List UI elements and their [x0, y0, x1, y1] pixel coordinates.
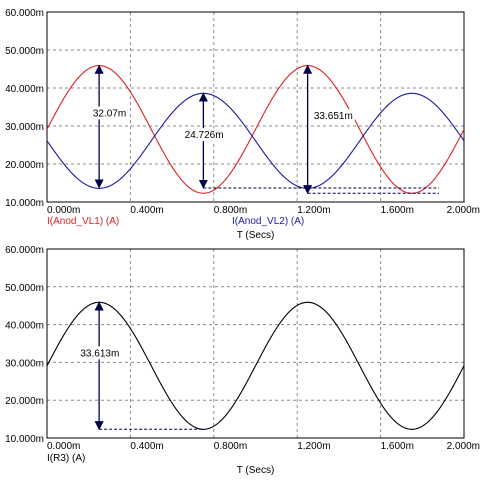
x-tick-label: 0.400m — [130, 205, 163, 216]
x-tick-label: 0.800m — [214, 441, 247, 452]
x-tick-label: 2.000m — [447, 441, 480, 452]
series-line-1 — [46, 65, 465, 194]
y-tick-label: 20.000m — [5, 396, 44, 407]
y-tick-label: 40.000m — [5, 84, 44, 95]
x-tick-label: 1.200m — [297, 441, 330, 452]
y-tick-label: 60.000m — [5, 245, 44, 256]
series-line-2 — [46, 92, 465, 189]
x-tick-label: 2.000m — [447, 205, 480, 216]
legend-entry-1: I(Anod_VL1) (A) — [47, 216, 119, 227]
legend-entry-2: I(Anod_VL2) (A) — [232, 216, 304, 227]
chart-panel-1: 10.000m 20.000m 30.000m 40.000m 50.000m 60.00… — [5, 8, 480, 241]
y-tick-label: 10.000m — [5, 434, 44, 445]
x-tick-label: 1.600m — [381, 441, 414, 452]
x-axis-label: T (Secs) — [237, 230, 275, 241]
x-tick-label: 0.400m — [130, 441, 163, 452]
y-tick-label: 50.000m — [5, 46, 44, 57]
measurement-label-bg — [311, 109, 355, 123]
measurement-label: 24.726m — [185, 130, 224, 141]
plot-frame — [46, 11, 465, 203]
measurement-label: 32.07m — [93, 109, 126, 120]
measurement-label-bg — [90, 106, 129, 120]
x-tick-label: 0.000m — [47, 441, 80, 452]
measurement-label: 33.651m — [314, 111, 353, 122]
y-tick-label: 30.000m — [5, 122, 44, 133]
x-tick-label: 1.600m — [381, 205, 414, 216]
measurement-label-bg — [78, 346, 122, 360]
y-tick-label: 30.000m — [5, 358, 44, 369]
y-tick-label: 20.000m — [5, 160, 44, 171]
x-axis-label: T (Secs) — [237, 465, 275, 476]
y-tick-label: 60.000m — [5, 8, 44, 19]
y-tick-label: 40.000m — [5, 321, 44, 332]
series-line-1 — [46, 301, 465, 430]
measurement-label: 33.613m — [80, 348, 119, 359]
y-tick-label: 50.000m — [5, 283, 44, 294]
plot-frame — [46, 248, 465, 439]
chart-panel-2: 10.000m 20.000m 30.000m 40.000m 50.000m 60.00… — [5, 245, 480, 476]
measurement-label-bg — [182, 128, 226, 142]
x-tick-label: 1.200m — [297, 205, 330, 216]
legend-entry-1: I(R3) (A) — [47, 453, 85, 464]
x-tick-label: 0.800m — [214, 205, 247, 216]
x-tick-label: 0.000m — [47, 205, 80, 216]
y-tick-label: 10.000m — [5, 198, 44, 209]
